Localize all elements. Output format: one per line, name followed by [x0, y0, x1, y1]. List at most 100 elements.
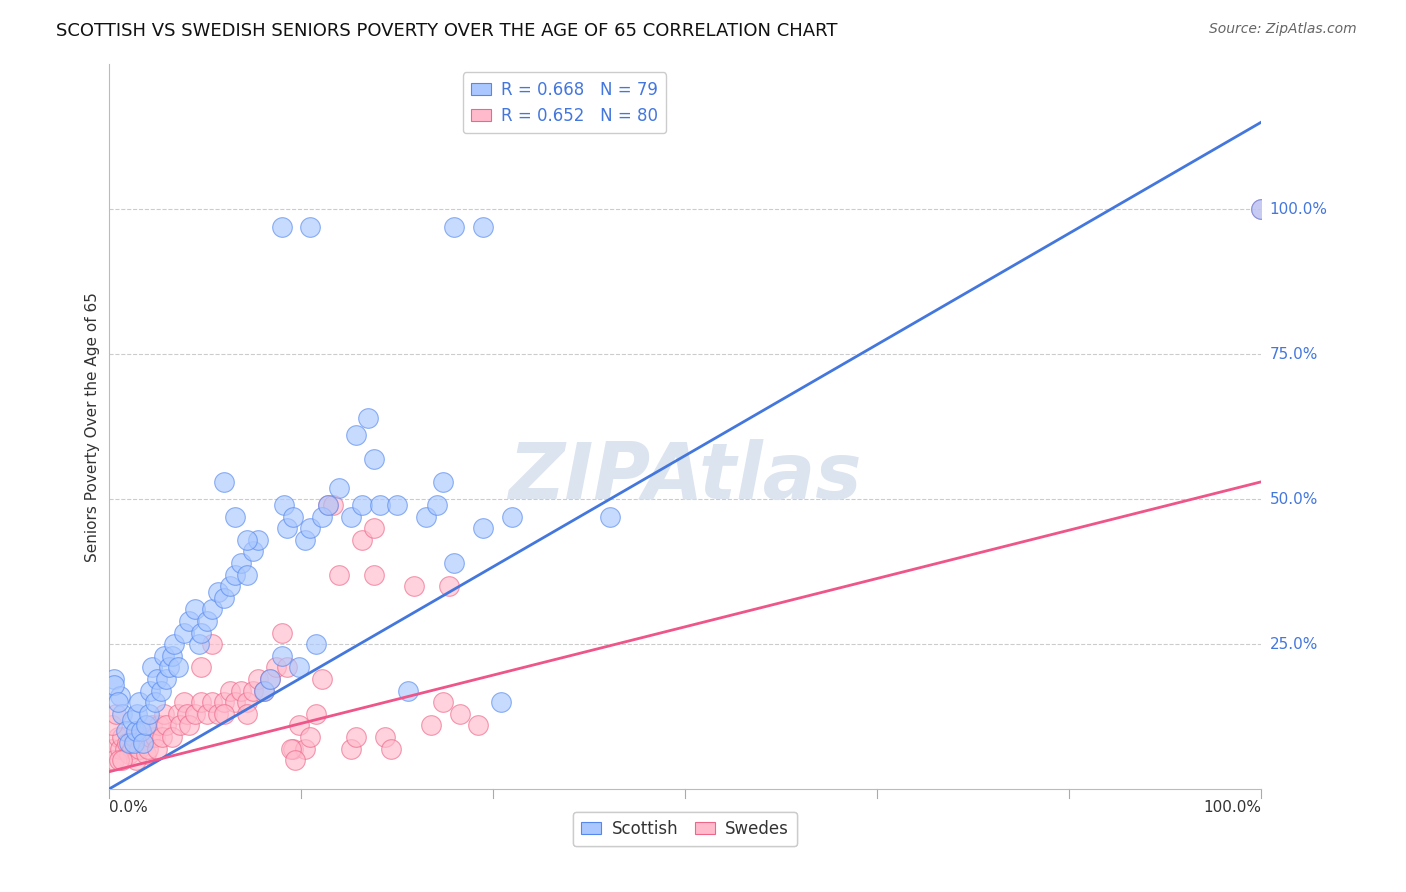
Point — [143, 730, 166, 744]
Point — [276, 660, 298, 674]
Point — [108, 753, 131, 767]
Point — [357, 411, 380, 425]
Legend: Scottish, Swedes: Scottish, Swedes — [574, 812, 797, 847]
Point — [111, 753, 134, 767]
Point — [135, 747, 157, 762]
Point — [273, 498, 295, 512]
Text: SCOTTISH VS SWEDISH SENIORS POVERTY OVER THE AGE OF 65 CORRELATION CHART: SCOTTISH VS SWEDISH SENIORS POVERTY OVER… — [56, 22, 838, 40]
Point — [363, 521, 385, 535]
Point — [396, 683, 419, 698]
Text: 50.0%: 50.0% — [1270, 491, 1317, 507]
Point — [141, 660, 163, 674]
Point — [179, 614, 201, 628]
Point — [166, 706, 188, 721]
Point — [108, 690, 131, 704]
Point — [141, 718, 163, 732]
Point — [352, 533, 374, 547]
Point — [288, 660, 311, 674]
Point — [207, 585, 229, 599]
Point — [294, 741, 316, 756]
Point — [253, 683, 276, 698]
Point — [111, 730, 134, 744]
Point — [489, 695, 512, 709]
Point — [139, 730, 162, 744]
Point — [380, 741, 402, 756]
Y-axis label: Seniors Poverty Over the Age of 65: Seniors Poverty Over the Age of 65 — [86, 292, 100, 562]
Point — [190, 695, 212, 709]
Point — [352, 498, 374, 512]
Point — [385, 498, 408, 512]
Point — [138, 706, 160, 721]
Point — [187, 637, 209, 651]
Point — [346, 428, 368, 442]
Point — [242, 683, 264, 698]
Point — [173, 695, 195, 709]
Point — [122, 736, 145, 750]
Point — [108, 741, 131, 756]
Point — [259, 672, 281, 686]
Point — [288, 718, 311, 732]
Point — [281, 741, 304, 756]
Point — [247, 533, 270, 547]
Point — [101, 741, 124, 756]
Point — [118, 747, 141, 762]
Point — [201, 602, 224, 616]
Point — [253, 683, 276, 698]
Point — [449, 706, 471, 721]
Point — [339, 509, 361, 524]
Point — [299, 219, 322, 234]
Point — [103, 672, 125, 686]
Point — [103, 678, 125, 692]
Point — [270, 219, 292, 234]
Point — [121, 713, 143, 727]
Point — [128, 695, 150, 709]
Point — [280, 741, 302, 756]
Point — [184, 706, 207, 721]
Point — [153, 706, 176, 721]
Point — [163, 637, 186, 651]
Point — [114, 741, 136, 756]
Point — [127, 706, 149, 721]
Point — [1250, 202, 1272, 216]
Point — [107, 730, 129, 744]
Point — [118, 736, 141, 750]
Point — [305, 706, 328, 721]
Point — [207, 706, 229, 721]
Point — [420, 718, 443, 732]
Point — [218, 579, 240, 593]
Point — [190, 625, 212, 640]
Point — [136, 741, 159, 756]
Point — [270, 648, 292, 663]
Point — [426, 498, 449, 512]
Point — [166, 660, 188, 674]
Point — [432, 695, 454, 709]
Point — [443, 219, 465, 234]
Point — [104, 706, 127, 721]
Point — [443, 556, 465, 570]
Point — [311, 672, 333, 686]
Point — [281, 509, 304, 524]
Point — [472, 521, 495, 535]
Point — [1250, 202, 1272, 216]
Point — [224, 509, 246, 524]
Point — [115, 736, 138, 750]
Point — [599, 509, 621, 524]
Point — [270, 625, 292, 640]
Point — [276, 521, 298, 535]
Point — [236, 695, 259, 709]
Point — [404, 579, 426, 593]
Point — [195, 614, 218, 628]
Point — [231, 556, 253, 570]
Point — [224, 695, 246, 709]
Point — [212, 706, 235, 721]
Point — [501, 509, 523, 524]
Point — [132, 736, 155, 750]
Point — [157, 660, 180, 674]
Point — [236, 567, 259, 582]
Point — [122, 730, 145, 744]
Point — [125, 753, 148, 767]
Point — [305, 637, 328, 651]
Point — [316, 498, 339, 512]
Point — [368, 498, 391, 512]
Point — [242, 544, 264, 558]
